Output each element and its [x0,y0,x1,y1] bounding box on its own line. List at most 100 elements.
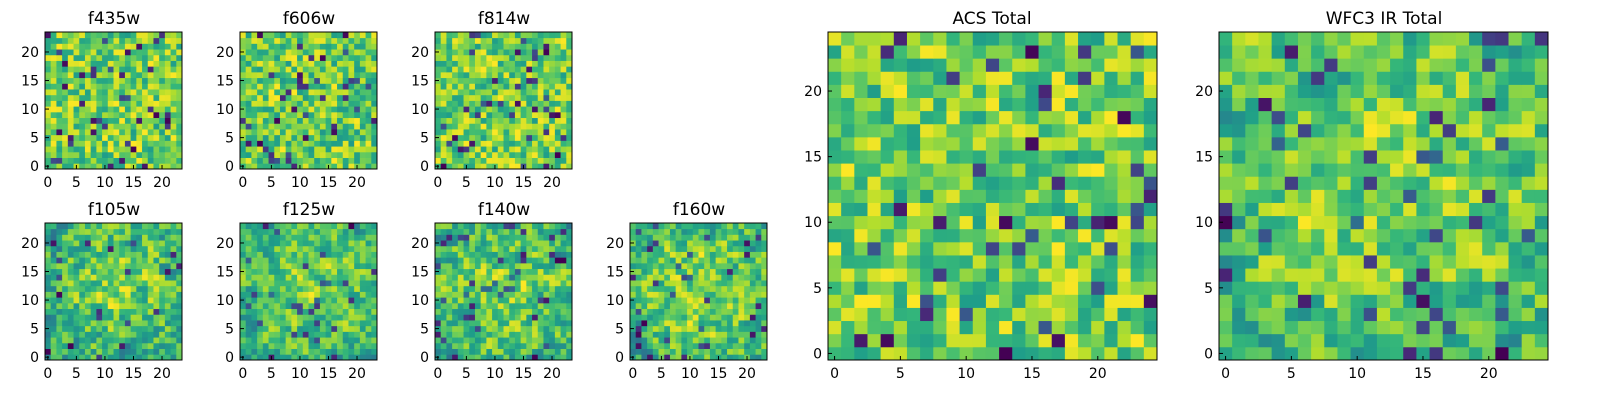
heatmap-cell [314,251,321,258]
heatmap-cell [503,223,510,230]
heatmap-cell [297,291,304,298]
heatmap-cell [549,285,556,292]
heatmap-cell [503,325,510,332]
heatmap-cell [985,189,1000,203]
heatmap-cell [463,37,470,44]
heatmap-cell [520,71,527,79]
heatmap-cell [130,83,137,90]
heatmap-cells [630,223,768,361]
heatmap-cell [342,251,349,258]
heatmap-cell [469,291,476,298]
heatmap-cell [549,337,556,344]
heatmap-cell [1091,215,1105,230]
heatmap-cell [342,117,349,124]
heatmap-cell [245,320,252,327]
heatmap-cell [1091,255,1105,269]
heatmap-cell [721,342,728,349]
heatmap-cell [365,280,372,287]
heatmap-cell [245,66,252,73]
heatmap-cell [291,66,298,73]
heatmap-cell [446,32,453,39]
heatmap-cell [549,325,556,332]
heatmap-cell [532,274,539,281]
heatmap-cell [297,234,304,241]
heatmap-cell [136,308,143,315]
heatmap-cell [1130,215,1145,230]
heatmap-cell [457,66,464,73]
heatmap-cell [159,129,166,136]
heatmap-cell [560,302,567,310]
heatmap-cell [302,302,309,310]
heatmap-cells [45,32,183,170]
heatmap-cell [452,342,459,349]
heatmap-cell [440,157,447,164]
heatmap-cell [480,285,487,292]
heatmap-cell [492,106,499,113]
heatmap-cell [176,146,183,153]
heatmap-cell [50,314,57,321]
heatmap-cell [1104,45,1118,59]
heatmap-cell [880,346,895,361]
heatmap-cell [1363,294,1378,308]
heatmap-cell [532,314,539,321]
heatmap-cell [170,100,177,107]
heatmap-cell [159,83,166,90]
heatmap-cell [480,71,487,79]
heatmap-cell [124,291,132,298]
heatmap-cell [669,314,677,321]
heatmap-cell [543,337,550,344]
heatmap-cell [532,77,539,84]
y-tick-label: 15 [606,265,624,281]
y-tick-label: 20 [21,45,39,61]
heatmap-cell [1051,202,1066,217]
heatmap-cell [90,129,97,136]
heatmap-cell [1078,176,1092,190]
heatmap-cell [331,163,338,170]
x-tick-label: 0 [433,366,442,382]
heatmap-cell [164,223,171,230]
heatmap-cell [554,100,561,107]
heatmap-cell [331,151,338,158]
heatmap-cell [107,251,114,258]
axes-frame [44,31,183,170]
heatmap-cell [359,262,366,270]
heatmap-cell [480,157,487,164]
heatmap-cell [828,346,842,361]
y-tick-label: 0 [30,159,39,175]
heatmap-cell [469,100,476,107]
heatmap-cell [107,134,114,141]
heatmap-cell [999,32,1013,46]
heatmap-cell [113,60,120,67]
heatmap-cell [457,262,464,270]
heatmap-cell [497,251,504,258]
heatmap-cell [1012,45,1026,59]
heatmap-cell [176,245,183,252]
heatmap-cell [79,285,86,292]
heatmap-cell [297,89,304,96]
heatmap-cell [45,129,52,136]
heatmap-cell [452,354,459,361]
heatmap-cell [906,202,921,217]
heatmap-cell [62,291,69,298]
heatmap-cell [906,281,921,295]
heatmap-cell [946,110,960,125]
heatmap-cell [245,77,252,84]
heatmap-cell [1143,136,1158,151]
heatmap-cell [302,32,309,39]
heatmap-cell [492,251,499,258]
heatmap-cell [933,346,947,361]
heatmap-cell [893,333,908,348]
heatmap-cell [492,240,499,247]
heatmap-cell [972,58,987,72]
heatmap-cell [67,66,74,73]
heatmap-cell [84,274,92,281]
heatmap-cell [880,32,895,46]
heatmap-cell [1064,307,1079,322]
heatmap-cell [537,89,544,96]
heatmap-cell [959,346,974,361]
heatmap-cell [136,320,143,327]
heatmap-cell [67,54,74,61]
heatmap-cell [308,291,315,298]
